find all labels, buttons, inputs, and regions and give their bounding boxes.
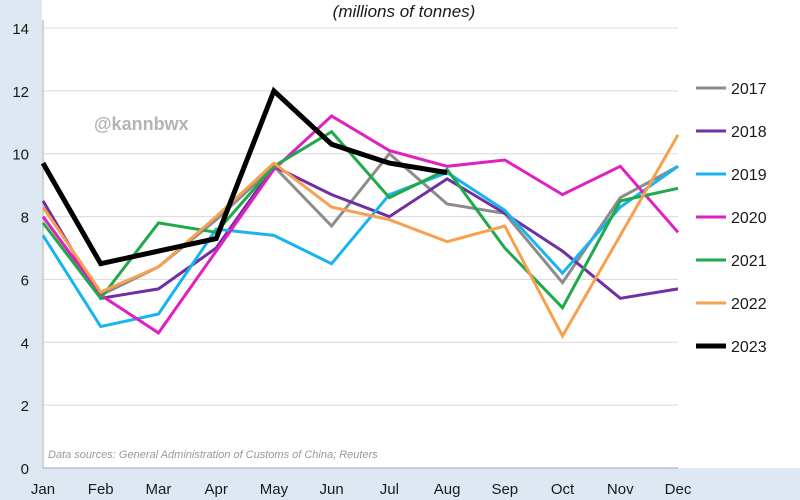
- y-tick-label: 12: [12, 84, 29, 101]
- legend-label-2018: 2018: [731, 124, 767, 141]
- y-tick-label: 10: [12, 147, 29, 164]
- x-tick-label: Sep: [491, 481, 518, 498]
- axes: 0 2 4 6 8 10 12 14 Jan Feb Mar Apr May Jun Jul Aug Sep Oc…: [12, 20, 692, 498]
- x-tick-label: Oct: [551, 481, 575, 498]
- x-tick-label: Mar: [146, 481, 172, 498]
- x-tick-label: Feb: [88, 481, 114, 498]
- y-tick-label: 0: [21, 461, 29, 478]
- y-tick-label: 6: [21, 272, 29, 289]
- x-tick-label: Aug: [434, 481, 461, 498]
- source-note: Data sources: General Administration of …: [48, 449, 378, 461]
- legend-label-2021: 2021: [731, 253, 767, 270]
- legend-label-2022: 2022: [731, 296, 767, 313]
- series-line-2022: [41, 134, 680, 340]
- series-line-2023: [40, 86, 448, 267]
- legend-label-2020: 2020: [731, 210, 767, 227]
- x-tick-label: May: [260, 481, 289, 498]
- x-tick-label: Nov: [607, 481, 634, 498]
- x-tick-label: Jun: [320, 481, 344, 498]
- chart-subtitle: (millions of tonnes): [333, 2, 476, 21]
- plot-area: [42, 0, 688, 468]
- x-tick-label: Jul: [380, 481, 399, 498]
- legend-label-2017: 2017: [731, 81, 767, 98]
- y-tick-label: 2: [21, 398, 29, 415]
- y-tick-label: 4: [21, 335, 29, 352]
- series-line-2019: [41, 165, 679, 329]
- y-tick-label: 8: [21, 210, 29, 227]
- legend-label-2023: 2023: [731, 339, 767, 356]
- legend-panel: [688, 0, 800, 468]
- y-tick-label: 14: [12, 21, 29, 38]
- series-line-2020: [41, 114, 680, 335]
- series-line-2018: [41, 164, 679, 300]
- watermark-text: @kannbwx: [94, 114, 189, 134]
- x-tick-label: Apr: [205, 481, 228, 498]
- series-lines: [40, 86, 680, 340]
- x-tick-label: Dec: [665, 481, 692, 498]
- legend-label-2019: 2019: [731, 167, 767, 184]
- series-line-2021: [41, 129, 679, 311]
- x-tick-label: Jan: [31, 481, 55, 498]
- legend: 2017 2018 2019 2020 2021 2022 2023: [696, 81, 767, 356]
